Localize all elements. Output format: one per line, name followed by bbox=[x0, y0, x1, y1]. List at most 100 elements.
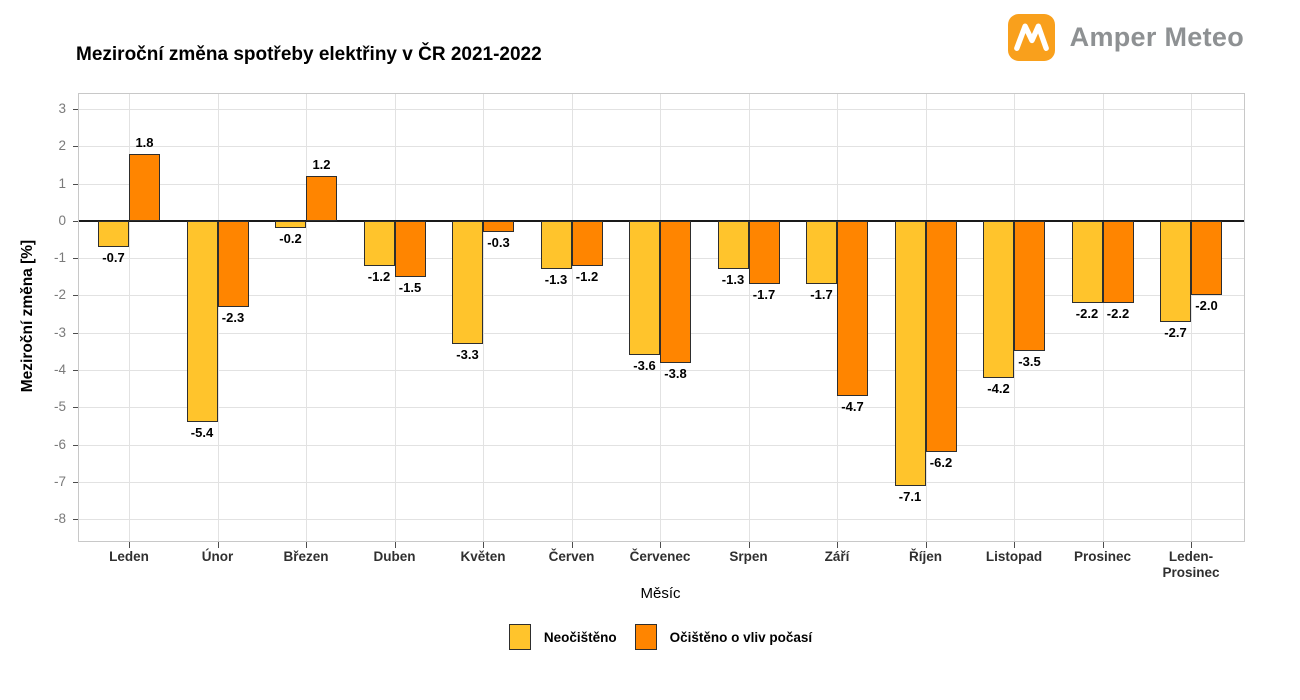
bar-value-label: -2.2 bbox=[1075, 305, 1099, 321]
v-gridline bbox=[1102, 94, 1104, 541]
y-tick-mark bbox=[73, 220, 78, 222]
y-tick-mark bbox=[73, 519, 78, 521]
bar-value-label: -3.3 bbox=[456, 346, 479, 362]
bar bbox=[129, 153, 160, 221]
bar bbox=[483, 220, 514, 233]
h-gridline bbox=[79, 444, 1244, 446]
x-tick-mark bbox=[129, 542, 130, 548]
bar bbox=[1014, 220, 1045, 352]
bar-value-label: -2.0 bbox=[1195, 298, 1218, 314]
h-gridline bbox=[79, 146, 1244, 148]
legend-label: Očištěno o vliv počasí bbox=[669, 629, 813, 645]
legend-label: Neočištěno bbox=[543, 629, 617, 645]
x-tick-mark bbox=[837, 542, 838, 548]
y-tick-mark bbox=[73, 482, 78, 484]
y-tick-label: 3 bbox=[58, 100, 66, 116]
bar-value-label: -2.3 bbox=[221, 309, 245, 325]
y-tick-label: -3 bbox=[53, 324, 66, 340]
x-tick-label: Září bbox=[824, 549, 850, 564]
v-gridline bbox=[394, 94, 396, 541]
bar-value-label: -3.6 bbox=[633, 358, 656, 374]
brand: Amper Meteo bbox=[1007, 14, 1244, 61]
x-tick-mark bbox=[1102, 542, 1104, 548]
y-tick-label: -1 bbox=[53, 250, 66, 266]
h-gridline bbox=[79, 407, 1244, 409]
x-tick-mark bbox=[394, 542, 396, 548]
y-tick-mark bbox=[73, 407, 78, 409]
x-tick-mark bbox=[483, 542, 484, 548]
bar bbox=[217, 220, 249, 307]
bar-value-label: -1.7 bbox=[810, 287, 833, 303]
legend-swatch bbox=[508, 624, 531, 650]
bar bbox=[1102, 220, 1134, 303]
y-tick-label: -5 bbox=[53, 399, 66, 415]
x-tick-label: Říjen bbox=[908, 549, 942, 564]
y-tick-mark bbox=[73, 332, 78, 334]
bar-value-label: -2.2 bbox=[1106, 305, 1130, 321]
bar-value-label: 1.8 bbox=[135, 134, 154, 150]
h-gridline bbox=[79, 482, 1244, 484]
bar-value-label: -1.7 bbox=[752, 287, 776, 303]
x-tick-label: Březen bbox=[283, 549, 329, 564]
x-tick-mark bbox=[1191, 542, 1192, 548]
y-tick-label: -2 bbox=[53, 287, 66, 303]
bar bbox=[660, 220, 691, 363]
brand-name: Amper Meteo bbox=[1069, 22, 1244, 52]
bar bbox=[98, 220, 129, 247]
bar bbox=[837, 220, 868, 397]
h-gridline bbox=[79, 108, 1244, 110]
bar-value-label: -0.7 bbox=[102, 249, 125, 265]
x-tick-label: Listopad bbox=[985, 549, 1043, 564]
bar bbox=[186, 220, 218, 423]
v-gridline bbox=[129, 94, 130, 541]
v-gridline bbox=[1191, 94, 1192, 541]
x-tick-mark bbox=[660, 542, 661, 548]
x-tick-label: Únor bbox=[201, 549, 234, 564]
bar-value-label: -0.2 bbox=[279, 231, 302, 247]
bar bbox=[363, 220, 395, 266]
v-gridline bbox=[306, 94, 307, 541]
bar-value-label: -5.4 bbox=[190, 425, 214, 441]
bar-value-label: -1.3 bbox=[721, 272, 745, 288]
bar-value-label: -1.2 bbox=[575, 268, 599, 284]
v-gridline bbox=[217, 94, 219, 541]
y-tick-mark bbox=[73, 295, 78, 297]
y-tick-mark bbox=[73, 444, 78, 446]
legend-item: Očištěno o vliv počasí bbox=[634, 624, 813, 650]
bar-value-label: -1.5 bbox=[398, 279, 422, 295]
bar bbox=[717, 220, 749, 270]
bar-value-label: -6.2 bbox=[929, 455, 953, 471]
x-tick-label: Prosinec bbox=[1073, 549, 1132, 564]
bar bbox=[1071, 220, 1103, 303]
bar-value-label: -3.5 bbox=[1018, 354, 1041, 370]
y-tick-label: 1 bbox=[58, 175, 66, 191]
bar bbox=[925, 220, 957, 453]
y-tick-mark bbox=[73, 183, 78, 185]
x-tick-label: Leden- Prosinec bbox=[1162, 549, 1220, 580]
bar-value-label: 1.2 bbox=[312, 157, 331, 173]
bar bbox=[306, 176, 337, 221]
bar-value-label: -4.2 bbox=[987, 380, 1010, 396]
x-tick-mark bbox=[1014, 542, 1015, 548]
bar bbox=[1191, 220, 1222, 296]
x-tick-label: Duben bbox=[373, 549, 416, 564]
bar bbox=[894, 220, 926, 486]
h-gridline bbox=[79, 519, 1244, 521]
x-tick-mark bbox=[925, 542, 927, 548]
bar-value-label: -4.7 bbox=[841, 399, 864, 415]
bar-value-label: -0.3 bbox=[487, 235, 510, 251]
h-gridline bbox=[79, 370, 1244, 372]
y-tick-label: -7 bbox=[53, 474, 66, 490]
bar bbox=[748, 220, 780, 285]
y-tick-label: -4 bbox=[53, 362, 66, 378]
y-tick-mark bbox=[73, 370, 78, 372]
x-tick-mark bbox=[571, 542, 573, 548]
y-tick-mark bbox=[73, 146, 78, 148]
bar bbox=[629, 220, 660, 356]
y-tick-label: 0 bbox=[58, 212, 66, 228]
x-tick-label: Leden bbox=[109, 549, 149, 564]
bar-value-label: -3.8 bbox=[664, 365, 687, 381]
x-tick-mark bbox=[306, 542, 307, 548]
x-tick-label: Červenec bbox=[629, 549, 691, 564]
